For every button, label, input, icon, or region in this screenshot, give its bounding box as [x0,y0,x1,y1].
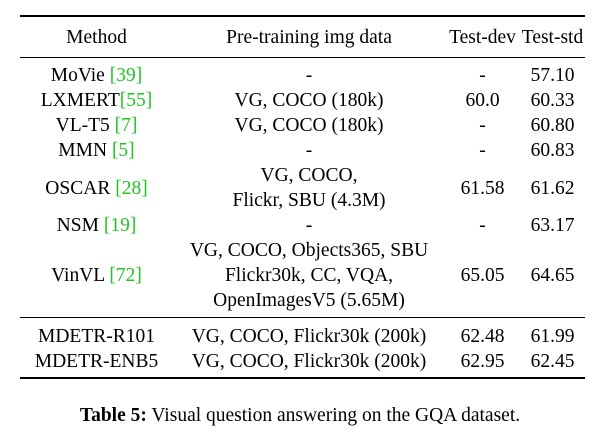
table-row: MoVie [39] - - 57.10 [20,58,585,89]
table-row: MMN [5] - - 60.83 [20,138,585,163]
method-cell: MoVie [39] [20,58,173,89]
method-cell: VL-T5 [7] [20,113,173,138]
citation-link[interactable]: [5] [111,140,135,161]
pretraining-data-cell: VG, COCO, Flickr30k (200k) [173,317,445,349]
gqa-results-table: Method Pre-training img data Test-dev Te… [20,15,585,379]
citation-link[interactable]: [7] [114,115,138,136]
pretraining-data-line: - [305,215,313,236]
table-row: VL-T5 [7] VG, COCO (180k) - 60.80 [20,113,585,138]
method-cell: LXMERT[55] [20,88,173,113]
test-dev-cell: 62.95 [445,349,520,379]
test-dev-cell: - [479,140,486,161]
table-row: OSCAR [28] VG, COCO, Flickr, SBU (4.3M) 61.… [20,163,585,213]
test-dev-cell: 61.58 [460,177,505,199]
test-dev-cell: 60.0 [465,90,500,111]
table-row: VinVL [72] VG, COCO, Objects365, SBU Flick… [20,238,585,318]
test-std-cell: 64.65 [530,265,575,286]
method-cell: NSM [19] [20,213,173,238]
method-name: OSCAR [45,177,116,199]
citation-link[interactable]: [28] [115,177,148,199]
method-cell: VinVL [72] [20,238,173,318]
test-dev-cell: - [479,65,486,86]
method-name: VinVL [51,265,110,286]
test-dev-cell: 65.05 [460,265,505,286]
test-dev-cell: - [479,215,486,236]
pretraining-data-cell: VG, COCO, Objects365, SBU Flickr30k, CC, … [173,238,445,318]
pretraining-data-line: VG, COCO, Objects365, SBU [189,240,429,261]
citation-link[interactable]: [19] [103,215,137,236]
pretraining-data-line: VG, COCO (180k) [234,115,384,136]
pretraining-data-cell: VG, COCO, Flickr, SBU (4.3M) [173,163,445,213]
test-std-cell: 61.99 [520,317,585,349]
pretraining-data-line: VG, COCO, [260,165,358,186]
test-std-cell: 60.33 [530,90,575,111]
test-dev-cell: 62.48 [445,317,520,349]
table-caption: Table 5: Visual question answering on th… [0,405,600,427]
pretraining-data-cell: - [173,58,445,89]
method-cell: MDETR-R101 [20,317,173,349]
table-row: LXMERT[55] VG, COCO (180k) 60.0 60.33 [20,88,585,113]
test-std-cell: 60.80 [530,115,575,136]
table-row: NSM [19] - - 63.17 [20,213,585,238]
caption-label: Table 5: [79,405,147,426]
citation-link[interactable]: [55] [119,90,153,111]
test-std-cell: 57.10 [530,65,575,86]
citation-link[interactable]: [39] [109,65,143,86]
pretraining-data-cell: VG, COCO, Flickr30k (200k) [173,349,445,379]
results-table-container: Method Pre-training img data Test-dev Te… [20,15,585,379]
method-name: MMN [58,140,112,161]
pretraining-data-cell: - [173,213,445,238]
pretraining-data-line: - [305,65,313,86]
pretraining-data-line: Flickr, SBU (4.3M) [232,190,386,211]
method-name: LXMERT [40,90,120,111]
citation-link[interactable]: [72] [109,265,142,286]
caption-text: Visual question answering on the GQA dat… [146,405,521,426]
header-method: Method [20,15,173,58]
test-dev-cell: - [479,115,486,136]
method-name: MoVie [50,65,110,86]
table-header-row: Method Pre-training img data Test-dev Te… [20,15,585,58]
method-cell: OSCAR [28] [20,163,173,213]
pretraining-data-cell: VG, COCO (180k) [173,88,445,113]
method-cell: MMN [5] [20,138,173,163]
header-pretraining-data: Pre-training img data [173,15,445,58]
mdetr-rows: MDETR-R101 VG, COCO, Flickr30k (200k) 62.4… [20,317,585,379]
method-cell: MDETR-ENB5 [20,349,173,379]
test-std-cell: 60.83 [530,140,575,161]
pretraining-data-line: - [305,140,313,161]
pretraining-data-line: VG, COCO (180k) [234,90,384,111]
header-test-std: Test-std [520,15,585,58]
pretraining-data-cell: - [173,138,445,163]
method-name: VL-T5 [55,115,115,136]
baseline-rows: MoVie [39] - - 57.10 LXMERT[55] VG, COCO (180… [20,58,585,318]
table-row: MDETR-R101 VG, COCO, Flickr30k (200k) 62.4… [20,317,585,349]
pretraining-data-line: OpenImagesV5 (5.65M) [213,290,405,311]
pretraining-data-cell: VG, COCO (180k) [173,113,445,138]
method-name: NSM [56,215,104,236]
table-row: MDETR-ENB5 VG, COCO, Flickr30k (200k) 62.9… [20,349,585,379]
test-std-cell: 63.17 [530,215,575,236]
test-std-cell: 61.62 [530,177,575,199]
pretraining-data-line: Flickr30k, CC, VQA, [224,265,394,286]
test-std-cell: 62.45 [520,349,585,379]
header-test-dev: Test-dev [445,15,520,58]
